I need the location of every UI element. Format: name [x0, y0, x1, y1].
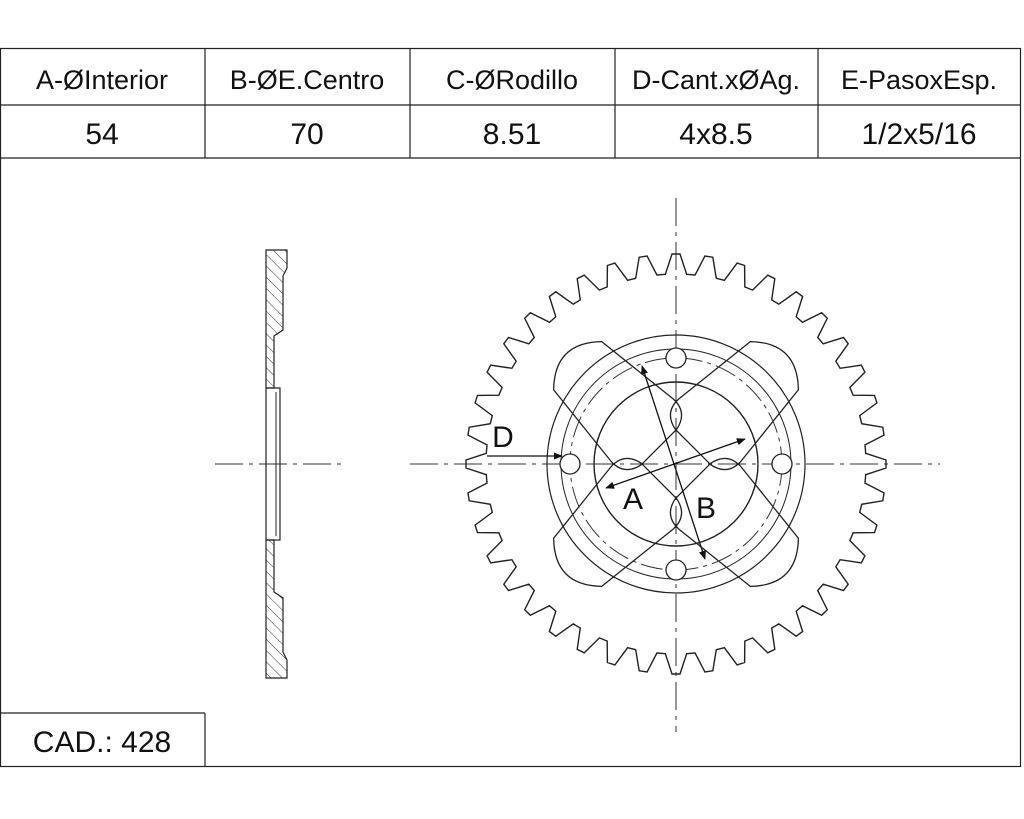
bolt-hole-right	[771, 453, 793, 475]
label-b: B	[696, 492, 716, 525]
sprocket-side-view	[215, 249, 345, 679]
side-view-upper-section	[265, 249, 288, 389]
cad-box: CAD.: 428	[0, 712, 206, 767]
label-d: D	[492, 421, 514, 454]
value-center-diameter: 70	[290, 118, 323, 151]
value-holes-count-diameter: 4x8.5	[679, 118, 752, 151]
lightening-window-4	[552, 457, 683, 588]
value-interior-diameter: 54	[85, 118, 118, 151]
bolt-hole-top	[665, 347, 687, 369]
dimension-b-arrow	[641, 365, 706, 560]
sprocket-teeth-outline	[465, 253, 887, 675]
lightening-window-2	[669, 340, 800, 471]
header-interior-diameter: A-ØInterior	[36, 65, 168, 95]
header-holes-count-diameter: D-Cant.xØAg.	[632, 65, 800, 95]
bolt-holes	[559, 347, 793, 581]
header-center-diameter: B-ØE.Centro	[230, 65, 385, 95]
side-view-lower-section	[265, 539, 288, 679]
header-roller-diameter: C-ØRodillo	[446, 65, 578, 95]
spec-table: A-ØInterior B-ØE.Centro C-ØRodillo D-Can…	[0, 48, 1021, 159]
sprocket-front-view: A B D	[410, 198, 940, 732]
label-a: A	[623, 483, 643, 516]
hub-outer-circle	[546, 334, 806, 594]
cad-number: CAD.: 428	[33, 726, 171, 759]
header-pitch-thickness: E-PasoxEsp.	[841, 65, 997, 95]
lightening-window-1	[552, 340, 683, 471]
value-roller-diameter: 8.51	[483, 118, 541, 151]
value-pitch-thickness: 1/2x5/16	[861, 118, 976, 151]
bolt-hole-bottom	[665, 559, 687, 581]
drawing-frame	[0, 47, 1022, 768]
side-view-hub	[265, 387, 281, 541]
lightening-window-3	[669, 457, 800, 588]
bolt-hole-left	[559, 453, 581, 475]
